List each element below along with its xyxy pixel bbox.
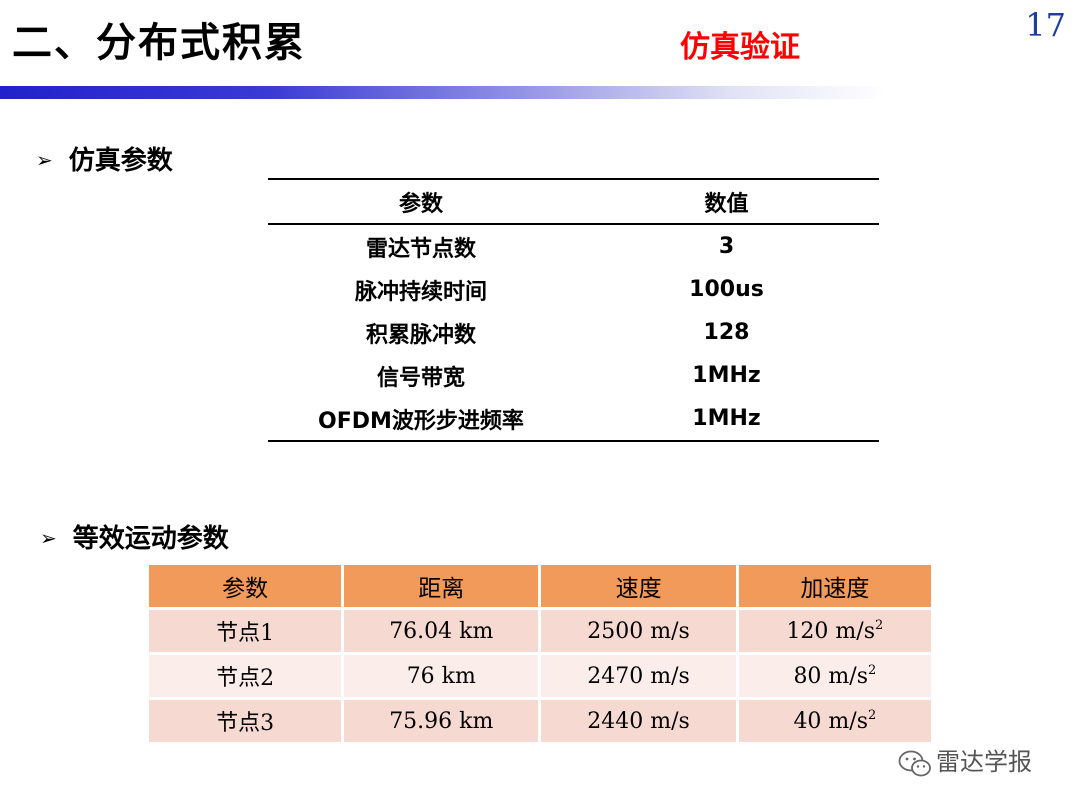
wechat-icon (898, 750, 931, 777)
param-name: OFDM波形步进频率 (318, 408, 524, 434)
table-row: 节点1 76.04 km 2500 m/s 120 m/s2 (149, 608, 931, 655)
bullet-label: 等效运动参数 (72, 524, 229, 554)
table-row: 积累脉冲数 128 (268, 311, 879, 354)
velocity-cell: 2470 m/s (539, 653, 739, 700)
header-gradient-bar (0, 86, 1080, 99)
table-row: OFDM波形步进频率 1MHz (268, 397, 879, 441)
param-name: 信号带宽 (376, 365, 465, 391)
arrow-bullet-icon: ➢ (36, 148, 53, 172)
accel-exponent: 2 (868, 663, 877, 678)
accel-exponent: 2 (875, 618, 884, 633)
param-value: 100us (689, 277, 764, 302)
range-cell: 75.96 km (342, 698, 542, 745)
bullet-motion-params: ➢ 等效运动参数 (40, 518, 229, 555)
param-name: 雷达节点数 (365, 236, 476, 262)
table-row: 信号带宽 1MHz (268, 354, 879, 397)
table-row: 雷达节点数 3 (268, 224, 879, 268)
accel-cell: 40 m/s2 (737, 698, 931, 745)
watermark: 雷达学报 (898, 742, 1032, 778)
accel-cell: 120 m/s2 (737, 608, 931, 655)
simulation-params-table: 参数 数值 雷达节点数 3 脉冲持续时间 100us 积累脉冲数 128 信号带… (268, 178, 879, 442)
accel-value: 80 m/s (793, 664, 868, 689)
watermark-text: 雷达学报 (936, 748, 1032, 776)
node-cell: 节点2 (149, 653, 345, 700)
accel-exponent: 2 (868, 708, 877, 723)
param-value: 128 (703, 320, 750, 345)
bullet-label: 仿真参数 (68, 146, 173, 176)
page-number: 17 (1025, 6, 1066, 44)
column-header: 参数 (149, 565, 345, 610)
param-value: 1MHz (692, 406, 761, 431)
table-row: 节点2 76 km 2470 m/s 80 m/s2 (149, 653, 931, 700)
velocity-cell: 2500 m/s (539, 608, 739, 655)
velocity-cell: 2440 m/s (539, 698, 739, 745)
accel-value: 120 m/s (786, 619, 875, 644)
param-name: 脉冲持续时间 (354, 279, 487, 305)
param-value: 3 (718, 234, 735, 259)
column-header: 加速度 (737, 565, 931, 610)
bullet-simulation-params: ➢ 仿真参数 (36, 140, 173, 177)
slide-title: 二、分布式积累 (12, 20, 306, 66)
range-cell: 76 km (342, 653, 542, 700)
arrow-bullet-icon: ➢ (40, 526, 57, 550)
table-row: 脉冲持续时间 100us (268, 268, 879, 311)
column-header: 数值 (704, 191, 749, 217)
accel-value: 40 m/s (793, 709, 868, 734)
param-value: 1MHz (692, 363, 761, 388)
motion-params-table: 参数 距离 速度 加速度 节点1 76.04 km 2500 m/s 120 m… (149, 565, 931, 745)
table-header-row: 参数 数值 (268, 179, 879, 224)
node-cell: 节点3 (149, 698, 345, 745)
range-cell: 76.04 km (342, 608, 542, 655)
column-header: 参数 (398, 191, 443, 217)
accel-cell: 80 m/s2 (737, 653, 931, 700)
column-header: 距离 (342, 565, 542, 610)
table-row: 节点3 75.96 km 2440 m/s 40 m/s2 (149, 698, 931, 745)
section-tag: 仿真验证 (680, 30, 800, 65)
column-header: 速度 (539, 565, 739, 610)
node-cell: 节点1 (149, 608, 345, 655)
param-name: 积累脉冲数 (365, 322, 476, 348)
table-header-row: 参数 距离 速度 加速度 (149, 565, 931, 610)
